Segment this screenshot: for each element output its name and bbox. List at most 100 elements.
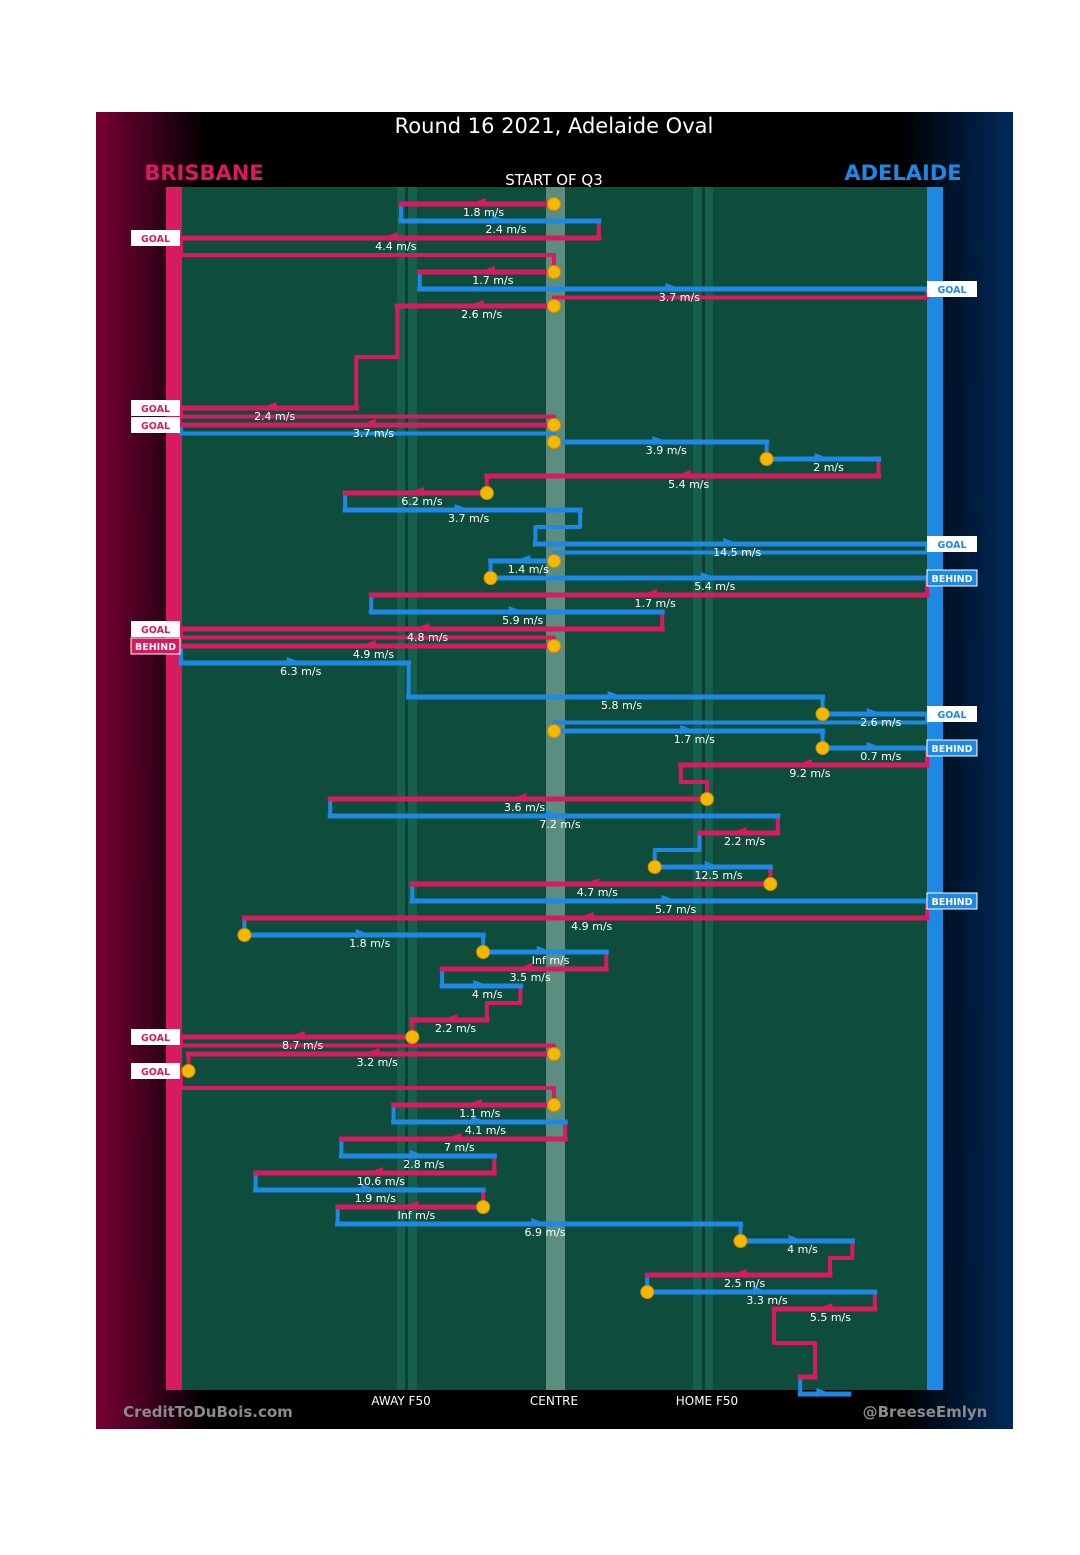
speed-label: 2.8 m/s <box>403 1158 444 1171</box>
result-label: GOAL <box>937 285 966 296</box>
direction-arrow <box>467 300 484 309</box>
ball-marker <box>547 724 561 738</box>
ball-marker <box>547 554 561 568</box>
result-badge <box>926 739 978 757</box>
result-badge <box>130 637 181 655</box>
chain-connector <box>179 1071 556 1105</box>
direction-arrow <box>607 691 624 700</box>
chain-connector <box>484 986 523 1020</box>
direction-arrow <box>407 487 424 496</box>
direction-arrow <box>288 1031 305 1040</box>
speed-label: 12.5 m/s <box>694 869 742 882</box>
speed-label: 1.7 m/s <box>674 733 715 746</box>
direction-arrow <box>730 827 747 836</box>
direction-arrow <box>680 725 697 734</box>
speed-label: 14.5 m/s <box>713 546 761 559</box>
speed-label: 0.7 m/s <box>860 750 901 763</box>
speed-label: 8.7 m/s <box>282 1039 323 1052</box>
ball-marker <box>547 1047 561 1061</box>
speed-label: 4.4 m/s <box>375 240 416 253</box>
chain-connector <box>533 510 583 544</box>
direction-arrow <box>510 793 527 802</box>
axis-tick-labels: AWAY F50 CENTRE HOME F50 <box>371 1394 738 1408</box>
credit-right: @BreeseEmlyn <box>863 1403 988 1421</box>
result-badge <box>927 536 977 552</box>
ball-marker <box>547 197 561 211</box>
result-badge <box>131 1029 180 1045</box>
brisbane-team-label: BRISBANE <box>144 161 263 185</box>
result-label: BEHIND <box>931 574 972 585</box>
direction-arrow <box>366 1167 383 1176</box>
speed-label: 5.5 m/s <box>810 1311 851 1324</box>
chain-connector <box>772 1309 818 1377</box>
speed-label: 6.9 m/s <box>525 1226 566 1239</box>
speed-label: 1.7 m/s <box>472 274 513 287</box>
chain-connector <box>678 765 709 799</box>
speed-label: 5.4 m/s <box>668 478 709 491</box>
direction-arrow <box>641 589 658 598</box>
direction-arrow <box>260 402 277 411</box>
speed-label: 5.4 m/s <box>694 580 735 593</box>
result-label: GOAL <box>141 1033 170 1044</box>
result-label: BEHIND <box>931 897 972 908</box>
speed-label: 2.6 m/s <box>461 308 502 321</box>
direction-arrow <box>536 946 553 955</box>
speed-label: 1.4 m/s <box>508 563 549 576</box>
ball-marker <box>815 707 830 721</box>
chain-connector <box>652 833 702 867</box>
direction-arrow <box>795 759 812 768</box>
direction-arrow <box>665 283 682 292</box>
x-tick-label: AWAY F50 <box>371 1394 430 1408</box>
direction-arrow <box>516 963 533 972</box>
direction-arrow <box>381 232 398 241</box>
speed-label: 1.1 m/s <box>459 1107 500 1120</box>
direction-arrow <box>355 929 372 938</box>
direction-arrow <box>866 708 883 717</box>
direction-arrow <box>454 504 471 513</box>
speed-label: 3.6 m/s <box>504 801 545 814</box>
result-badge <box>131 417 180 433</box>
period-label: START OF Q3 <box>505 171 603 189</box>
result-badge <box>131 230 180 246</box>
ball-marker <box>547 265 561 279</box>
x-tick-label: CENTRE <box>530 1394 578 1408</box>
direction-arrow <box>469 198 486 207</box>
result-badge <box>926 892 978 910</box>
speed-label: 2.4 m/s <box>254 410 295 423</box>
ball-marker <box>476 945 491 959</box>
result-label: GOAL <box>141 625 170 636</box>
direction-arrow <box>409 1150 426 1159</box>
result-badge <box>927 706 977 722</box>
direction-arrow <box>788 1235 805 1244</box>
speed-label: 2.4 m/s <box>485 223 526 236</box>
speed-label: 2.6 m/s <box>860 716 901 729</box>
direction-arrow <box>546 810 562 819</box>
direction-arrow <box>361 1184 378 1193</box>
chain-connector <box>354 306 400 408</box>
ball-marker <box>647 860 662 874</box>
speed-label: 6.3 m/s <box>280 665 321 678</box>
speed-label: 2.2 m/s <box>724 835 765 848</box>
speed-label: 4.7 m/s <box>577 886 618 899</box>
adelaide-goal-bar <box>927 187 943 1390</box>
speed-label: 5.8 m/s <box>601 699 642 712</box>
direction-arrow <box>491 215 508 224</box>
speed-label: 6.2 m/s <box>401 495 442 508</box>
direction-arrow <box>359 640 376 649</box>
ball-marker <box>733 1234 748 1248</box>
direction-arrow <box>413 623 430 632</box>
speed-label: 1.8 m/s <box>463 206 504 219</box>
direction-arrow <box>514 555 531 564</box>
speed-label: 1.8 m/s <box>349 937 390 950</box>
speed-label: 4.8 m/s <box>407 631 448 644</box>
result-label: GOAL <box>141 404 170 415</box>
speed-label: 2 m/s <box>813 461 844 474</box>
result-badge <box>131 621 180 637</box>
speed-label: 1.9 m/s <box>355 1192 396 1205</box>
speed-label: 5.9 m/s <box>502 614 543 627</box>
direction-arrow <box>359 419 376 428</box>
ball-marker <box>483 571 498 585</box>
direction-arrow <box>478 266 495 275</box>
ball-marker <box>547 1098 561 1112</box>
